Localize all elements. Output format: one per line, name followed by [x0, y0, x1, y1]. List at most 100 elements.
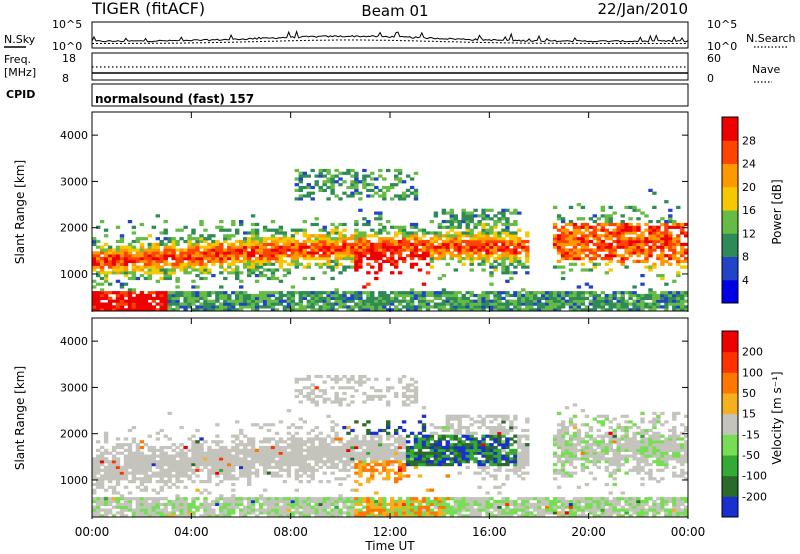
power-cell [338, 302, 343, 306]
power-cell [302, 171, 307, 175]
velocity-cell [183, 499, 188, 504]
power-cell [461, 239, 466, 244]
power-cell [250, 251, 256, 255]
velocity-cell [433, 514, 439, 518]
power-cell [572, 248, 578, 252]
velocity-cell [322, 380, 327, 384]
power-cell [473, 234, 478, 238]
velocity-cell [247, 511, 252, 515]
power-cell [552, 302, 558, 306]
power-cell [616, 299, 621, 303]
velocity-cell [401, 468, 407, 472]
power-cell [421, 282, 427, 286]
velocity-cell [362, 460, 367, 464]
velocity-cell [409, 400, 415, 404]
velocity-cell [179, 454, 184, 458]
power-cell [298, 296, 303, 300]
velocity-cell [92, 482, 97, 487]
velocity-cell [342, 454, 347, 458]
velocity-cell [374, 460, 379, 464]
power-cell [390, 183, 395, 187]
velocity-cell [433, 505, 439, 509]
velocity-cell [131, 514, 137, 518]
power-cell [167, 251, 172, 255]
power-cell [676, 239, 681, 244]
power-cell [278, 299, 284, 303]
velocity-cell [382, 451, 387, 455]
power-cell [306, 191, 311, 195]
power-cell [652, 231, 657, 235]
power-cell [96, 225, 101, 229]
power-cell [302, 293, 307, 298]
power-cell [648, 293, 653, 298]
velocity-cell [322, 451, 327, 455]
velocity-cell [135, 451, 141, 455]
velocity-cell [358, 499, 363, 504]
velocity-cell [99, 457, 105, 461]
power-cell [469, 217, 474, 221]
power-cell [350, 259, 355, 263]
power-cell [489, 291, 494, 295]
velocity-cell [151, 499, 156, 504]
velocity-cell [103, 511, 109, 515]
velocity-cell [286, 502, 292, 506]
velocity-cell [223, 508, 228, 512]
power-cell [382, 302, 387, 306]
velocity-cell [433, 460, 439, 464]
velocity-cell [302, 440, 307, 444]
velocity-cell [175, 477, 180, 481]
velocity-cell [107, 474, 113, 478]
power-cell [608, 293, 613, 298]
power-cell [620, 305, 625, 309]
velocity-cell [92, 463, 97, 467]
power-cell [541, 296, 546, 300]
velocity-cell [370, 508, 375, 512]
velocity-cell [318, 457, 323, 461]
velocity-cell [235, 445, 240, 450]
power-cell [239, 251, 244, 255]
velocity-cell [179, 511, 184, 515]
velocity-cell [382, 499, 387, 504]
velocity-cell [401, 445, 407, 450]
velocity-cell [135, 454, 141, 458]
velocity-cell [394, 451, 399, 455]
power-cell [620, 257, 625, 261]
power-cell [254, 257, 260, 261]
velocity-cell [477, 499, 482, 504]
power-cell [469, 254, 474, 258]
velocity-cell [397, 434, 403, 438]
velocity-cell [270, 465, 276, 469]
velocity-cell [334, 477, 339, 481]
power-cell [131, 254, 137, 258]
power-cell [441, 245, 447, 249]
power-cell [441, 220, 447, 224]
velocity-cell [429, 448, 435, 452]
power-cell [282, 268, 288, 272]
velocity-cell [99, 514, 105, 518]
power-cell [346, 237, 351, 241]
power-cell [660, 217, 665, 221]
power-cell [92, 296, 97, 300]
power-cell [497, 305, 502, 309]
velocity-cell [397, 497, 403, 501]
power-cell [382, 293, 387, 298]
power-cell [310, 302, 315, 306]
power-cell [239, 239, 244, 244]
velocity-cell [96, 480, 101, 484]
velocity-cell [219, 448, 224, 452]
velocity-cell [346, 511, 351, 515]
power-cell [314, 299, 319, 303]
power-cell [195, 293, 200, 298]
velocity-cell [243, 451, 248, 455]
velocity-cell [358, 468, 363, 472]
velocity-cell [103, 477, 109, 481]
velocity-cell [199, 443, 204, 447]
power-cell [684, 293, 689, 298]
power-cell [258, 257, 264, 261]
velocity-cell [485, 451, 490, 455]
beam-title: Beam 01 [361, 2, 428, 20]
velocity-cell [239, 471, 244, 475]
power-cell [298, 197, 303, 201]
power-cell [652, 205, 657, 209]
velocity-cell [290, 448, 296, 452]
